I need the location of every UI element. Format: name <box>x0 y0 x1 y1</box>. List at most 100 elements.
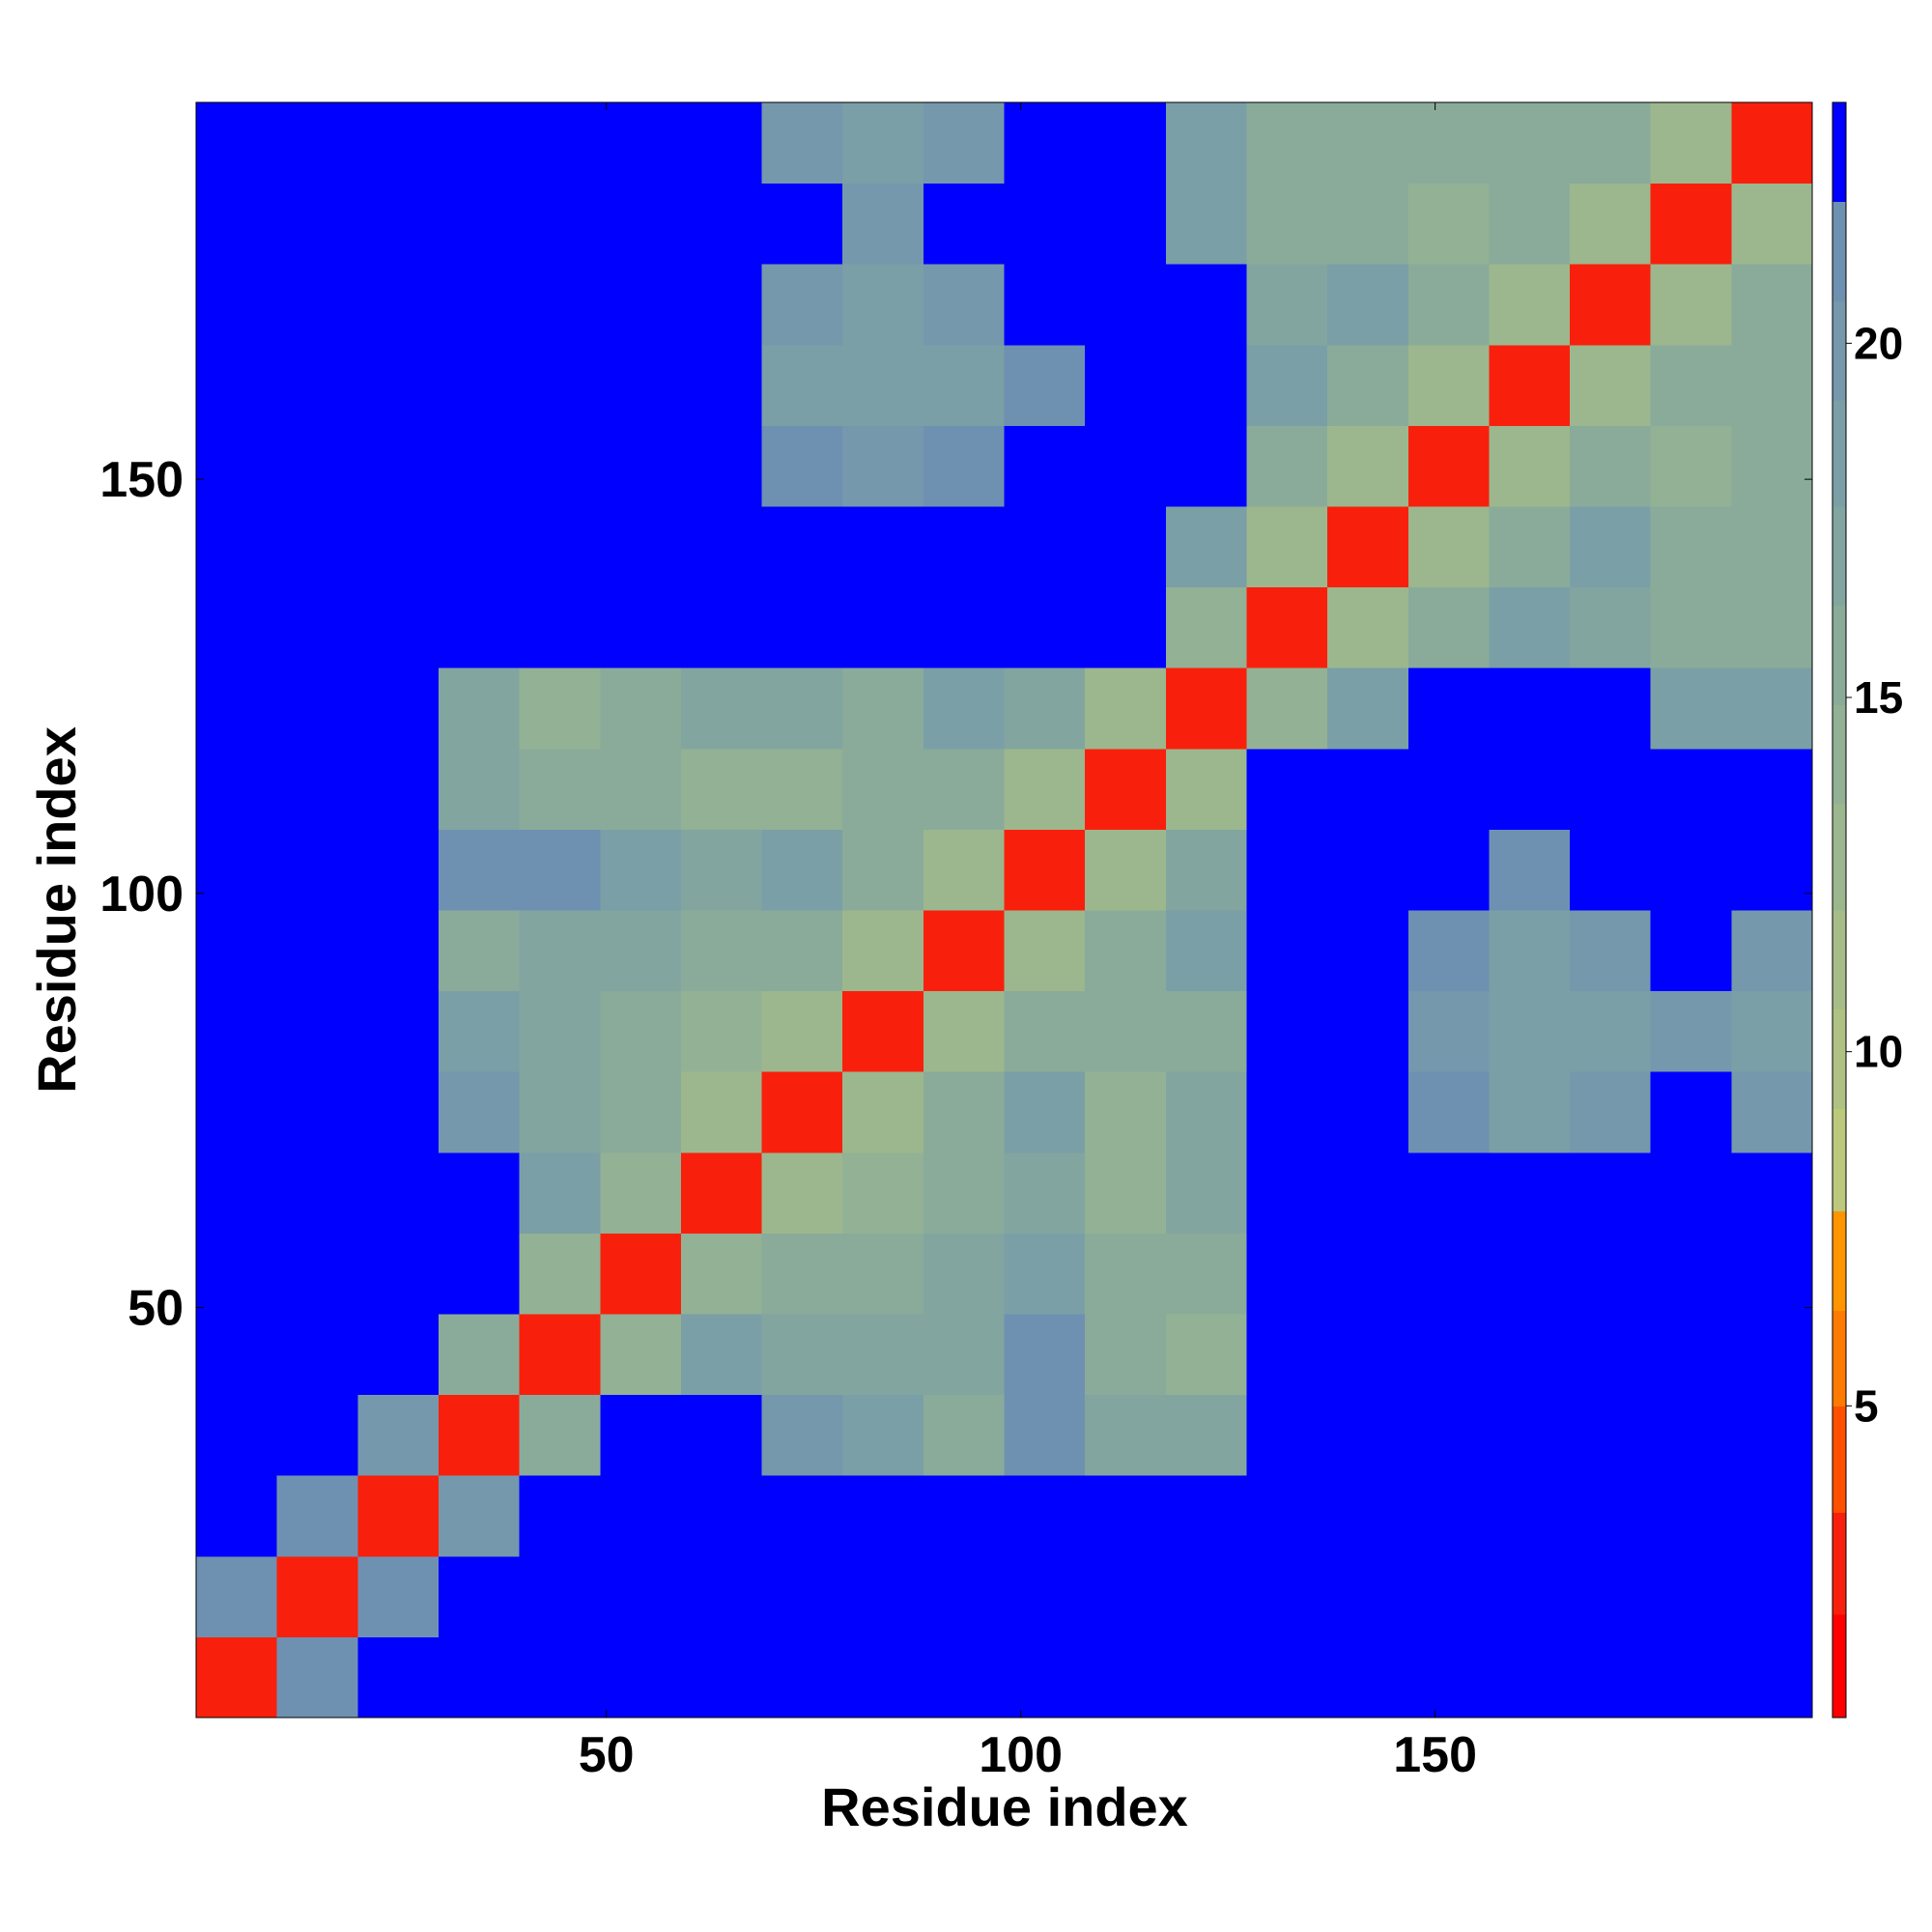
cell <box>680 748 763 830</box>
cell <box>1570 910 1652 992</box>
cell <box>842 102 924 185</box>
cell <box>1570 748 1652 830</box>
cell <box>438 1555 521 1637</box>
cell <box>923 1555 1005 1637</box>
cell <box>1085 910 1167 992</box>
cell <box>1650 183 1732 265</box>
cell <box>842 344 924 426</box>
cell <box>519 344 601 426</box>
cell <box>1246 1314 1328 1396</box>
cell <box>1731 829 1813 911</box>
cell <box>923 1151 1005 1234</box>
cell <box>1731 1475 1813 1557</box>
cell <box>357 425 440 507</box>
cell <box>357 1233 440 1315</box>
cell <box>438 668 521 750</box>
cell <box>1165 910 1247 992</box>
cell <box>1327 586 1409 668</box>
cell <box>438 1071 521 1153</box>
cell <box>1165 1636 1247 1719</box>
cell <box>761 829 843 911</box>
cell <box>923 264 1005 346</box>
cell <box>196 990 278 1072</box>
cell <box>600 1071 682 1153</box>
cell <box>923 829 1005 911</box>
cell <box>1085 1233 1167 1315</box>
cell <box>438 1233 521 1315</box>
cell <box>1327 344 1409 426</box>
cell <box>438 425 521 507</box>
cell <box>923 102 1005 185</box>
cell <box>1327 506 1409 588</box>
cell <box>600 264 682 346</box>
cell <box>842 586 924 668</box>
cell <box>196 102 278 185</box>
cell <box>842 1636 924 1719</box>
cell <box>1650 990 1732 1072</box>
cell <box>1731 748 1813 830</box>
cell <box>519 506 601 588</box>
cell <box>761 506 843 588</box>
cell <box>842 668 924 750</box>
colorbar-swatch <box>1833 804 1846 911</box>
cell <box>842 1475 924 1557</box>
cell <box>438 102 521 185</box>
cell <box>276 829 358 911</box>
cell <box>680 506 763 588</box>
cell <box>1731 586 1813 668</box>
colorbar-tick-label: 20 <box>1854 318 1903 368</box>
cell <box>600 668 682 750</box>
cell <box>761 264 843 346</box>
cell <box>1246 1233 1328 1315</box>
cell <box>1246 1151 1328 1234</box>
colorbar-swatch <box>1833 1406 1846 1513</box>
cell <box>923 1636 1005 1719</box>
cell <box>519 1314 601 1396</box>
cell <box>1085 102 1167 185</box>
cell <box>842 506 924 588</box>
cell <box>1165 506 1247 588</box>
cell <box>1246 1555 1328 1637</box>
cell <box>438 586 521 668</box>
cell <box>1570 425 1652 507</box>
cell <box>1407 1636 1490 1719</box>
cell <box>1407 829 1490 911</box>
cell <box>1650 748 1732 830</box>
cell <box>1489 183 1571 265</box>
cell <box>842 1233 924 1315</box>
cell <box>761 1314 843 1396</box>
cell <box>1246 264 1328 346</box>
cell <box>1165 1555 1247 1637</box>
cell <box>680 1314 763 1396</box>
cell <box>680 183 763 265</box>
cell <box>842 1071 924 1153</box>
cell <box>923 1475 1005 1557</box>
colorbar-swatch <box>1833 910 1846 1010</box>
cell <box>600 425 682 507</box>
cell <box>923 183 1005 265</box>
cell <box>1246 990 1328 1072</box>
cell <box>357 183 440 265</box>
cell <box>1570 1475 1652 1557</box>
plot-frame <box>195 101 1813 1719</box>
cell <box>600 102 682 185</box>
y-tick-label: 150 <box>99 452 184 508</box>
cell <box>1004 1394 1086 1476</box>
cell <box>1570 1555 1652 1637</box>
cell <box>761 425 843 507</box>
cell <box>196 586 278 668</box>
cell <box>276 1233 358 1315</box>
cell <box>600 748 682 830</box>
cell <box>680 910 763 992</box>
cell <box>1731 1233 1813 1315</box>
cell <box>842 748 924 830</box>
cell <box>1731 910 1813 992</box>
cell <box>1570 1394 1652 1476</box>
cell <box>519 1394 601 1476</box>
cell <box>1085 1071 1167 1153</box>
cell <box>1085 990 1167 1072</box>
cell <box>357 344 440 426</box>
colorbar-tick-label: 10 <box>1854 1027 1903 1077</box>
cell <box>196 1475 278 1557</box>
